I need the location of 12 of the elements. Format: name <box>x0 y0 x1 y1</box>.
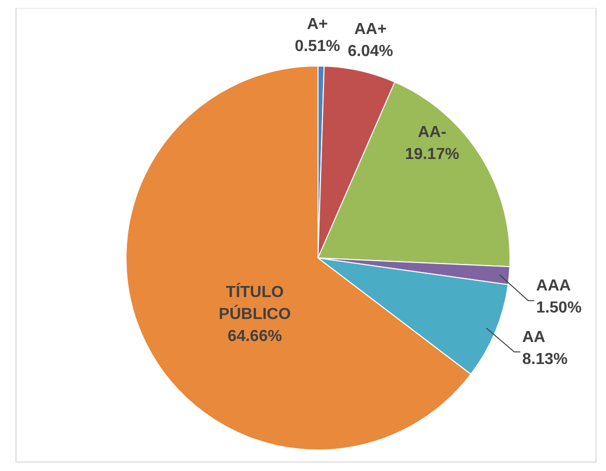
slice-label: AAA <box>536 278 572 295</box>
data-label: 19.17% <box>404 146 460 163</box>
slice-label: AA- <box>418 124 446 141</box>
data-label: 6.04% <box>348 42 394 60</box>
slice-label: TÍTULO PÚBLICO <box>218 282 291 324</box>
slice-label: AA <box>522 328 546 346</box>
data-label: 8.13% <box>522 350 568 368</box>
slice-label: A+ <box>306 16 328 33</box>
data-label: 64.66% <box>228 328 282 346</box>
data-label: 1.50% <box>536 300 582 317</box>
data-label: 0.51% <box>294 38 340 55</box>
slice-label: AA+ <box>354 20 387 38</box>
